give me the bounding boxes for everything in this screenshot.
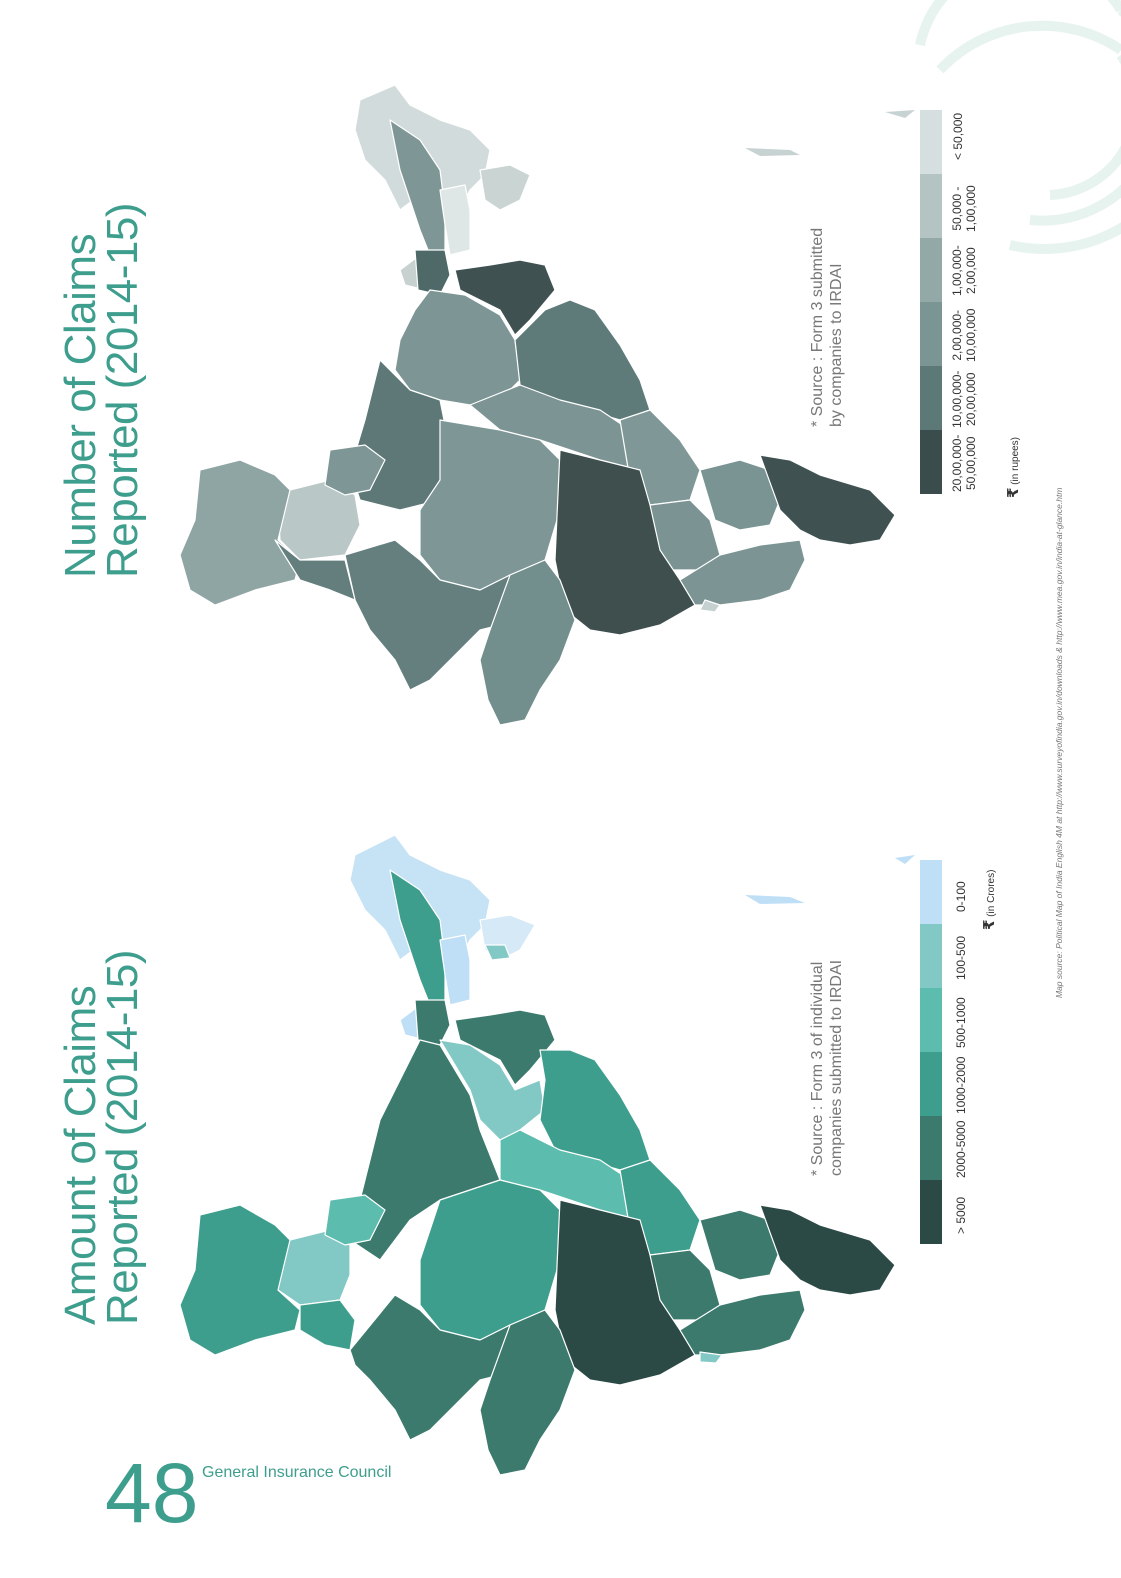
claims-count-title: Number of Claims Reported (2014-15) — [56, 202, 147, 578]
legend-swatch-count-0: 20,00,000- 50,00,000 — [920, 430, 978, 494]
legend-label-amount-2: 1000-2000 — [954, 1056, 968, 1114]
region-tamilnadu — [344, 539, 521, 691]
region-haryana — [414, 999, 451, 1046]
claims-amount-source: * Source : Form 3 of individual companie… — [808, 960, 846, 1176]
legend-label-count-0a: 20,00,000- — [950, 434, 964, 492]
region-northeast — [759, 1204, 896, 1296]
legend-swatch-amount-4: 100-500 — [920, 924, 968, 988]
claims-count-source-line2: by companies to IRDAI — [828, 263, 845, 427]
claims-amount-source-line1: * Source : Form 3 of individual — [809, 961, 826, 1176]
region-goa — [324, 1194, 386, 1246]
region-andaman — [699, 1351, 723, 1364]
claims-amount-title-line1: Amount of Claims — [56, 985, 105, 1325]
legend-label-count-4a: 50,000 - — [950, 186, 964, 231]
region-kutch — [274, 539, 356, 601]
claims-count-title-line1: Number of Claims — [56, 233, 105, 578]
claims-count-unit: ₹ (in rupees) — [1004, 437, 1022, 498]
region-gujarat — [454, 259, 556, 336]
legend-label-amount-4: 100-500 — [954, 935, 968, 980]
region-westbengal-top — [699, 459, 781, 531]
claims-amount-title: Amount of Claims Reported (2014-15) — [56, 949, 147, 1325]
region-haryana — [414, 249, 451, 296]
legend-swatch-amount-5: 0-100 — [920, 860, 968, 924]
legend-label-amount-3: 500-1000 — [954, 997, 968, 1048]
claims-count-legend: < 50,000 50,000 - 1,00,000 1,00,000- 2,0… — [920, 110, 978, 494]
legend-label-count-0b: 50,00,000 — [964, 436, 978, 490]
region-karnataka — [479, 1309, 576, 1476]
region-sikkim — [484, 944, 511, 961]
legend-swatch-count-4: 50,000 - 1,00,000 — [920, 174, 978, 238]
legend-label-amount-5: 0-100 — [954, 881, 968, 912]
claims-amount-unit-label: (in Crores) — [986, 869, 997, 917]
region-west — [349, 1039, 501, 1261]
claims-amount-title-line2: Reported (2014-15) — [98, 949, 147, 1325]
region-uttarakhand — [439, 934, 471, 1006]
legend-label-amount-0: > 5000 — [954, 1196, 968, 1234]
region-tamilnadu — [349, 1294, 521, 1441]
region-andaman — [699, 599, 721, 613]
region-uttarakhand — [439, 184, 471, 256]
islands-andaman-bottom — [895, 855, 915, 864]
region-westbengal-top — [699, 1209, 781, 1281]
legend-swatch-count-5: < 50,000 — [920, 110, 965, 174]
legend-label-count-2a: 2,00,000- — [950, 309, 964, 361]
legend-swatch-count-2: 2,00,000- 10,00,000 — [920, 302, 978, 366]
region-rajasthan — [439, 1039, 546, 1141]
legend-label-count-4b: 1,00,000 — [964, 185, 978, 232]
claims-amount-source-line2: companies submitted to IRDAI — [828, 959, 845, 1176]
claims-count-source-line1: * Source : Form 3 submitted — [809, 227, 826, 427]
claims-amount-unit: ₹ (in Crores) — [980, 870, 998, 930]
region-ne-top — [479, 164, 531, 211]
legend-label-count-1b: 20,00,000 — [964, 372, 978, 426]
legend-swatch-count-3: 1,00,000- 2,00,000 — [920, 238, 978, 302]
legend-label-count-3a: 1,00,000- — [950, 245, 964, 296]
islands-andaman-top — [885, 110, 915, 118]
claims-count-source: * Source : Form 3 submitted by companies… — [808, 228, 846, 427]
legend-swatch-amount-3: 500-1000 — [920, 988, 968, 1052]
region-goa — [324, 444, 386, 496]
region-northeast — [759, 454, 896, 546]
rupee-icon: ₹ — [1005, 487, 1022, 498]
islands-lakshadweep-top — [745, 148, 800, 156]
islands-lakshadweep-bottom — [745, 895, 805, 904]
region-kutch — [299, 1299, 356, 1351]
legend-label-count-2b: 10,00,000 — [964, 308, 978, 362]
claims-count-title-line2: Reported (2014-15) — [98, 202, 147, 578]
rupee-icon: ₹ — [981, 919, 998, 930]
legend-swatch-amount-1: 2000-5000 — [920, 1116, 968, 1180]
legend-swatch-amount-2: 1000-2000 — [920, 1052, 968, 1116]
legend-label-amount-1: 2000-5000 — [954, 1120, 968, 1178]
region-kerala — [179, 459, 301, 606]
legend-label-count-1a: 10,00,000- — [950, 370, 964, 428]
region-kerala — [179, 1204, 301, 1356]
legend-label-count-5: < 50,000 — [951, 112, 965, 160]
publisher-name: General Insurance Council — [202, 1464, 392, 1481]
legend-swatch-count-1: 10,00,000- 20,00,000 — [920, 366, 978, 430]
page-number: 48 — [105, 1446, 199, 1540]
claims-count-unit-label: (in rupees) — [1010, 436, 1021, 485]
map-source-note: Map source: Political Map of India Engli… — [1054, 487, 1064, 998]
legend-label-count-3b: 2,00,000 — [964, 247, 978, 294]
claims-amount-legend: 0-100 100-500 500-1000 1000-2000 2000-50… — [920, 860, 968, 1244]
region-karnataka — [479, 559, 576, 726]
legend-swatch-amount-0: > 5000 — [920, 1180, 968, 1244]
